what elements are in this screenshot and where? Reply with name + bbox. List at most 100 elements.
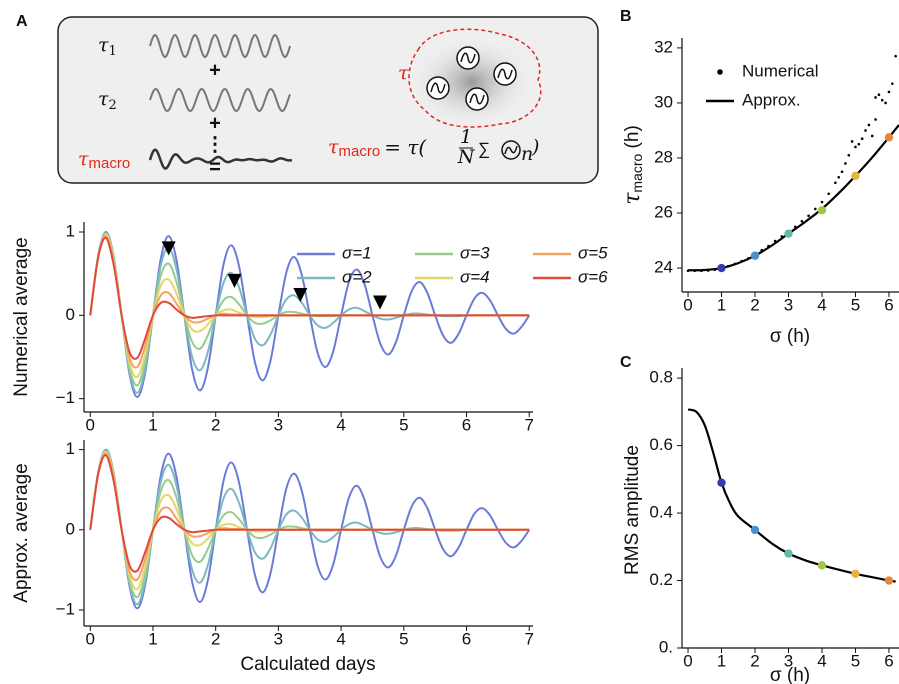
x-tick-label: 0 <box>86 629 95 648</box>
x-axis-title: σ (h) <box>770 326 810 347</box>
x-tick-label: 3 <box>784 295 793 314</box>
y-tick-label: 24 <box>654 258 673 277</box>
y-axis-title: Approx. average <box>11 463 32 602</box>
x-tick-label: 2 <box>211 629 220 648</box>
x-tick-label: 0 <box>683 651 692 670</box>
data-point <box>813 207 817 211</box>
operator: + <box>209 112 221 134</box>
formula-text: ) <box>531 136 539 158</box>
legend-label: σ=6 <box>578 267 608 286</box>
legend-label: σ=5 <box>578 243 608 262</box>
y-tick-label: 1 <box>66 439 75 458</box>
y-tick-label: 32 <box>654 37 673 56</box>
x-tick-label: 3 <box>274 415 283 434</box>
highlight-point <box>717 478 726 487</box>
data-point <box>800 219 804 223</box>
panel-label: A <box>16 13 28 30</box>
chart: 0 1 2 3 4 5 6 7 −1 0 1 Approx. average Calculated da… <box>11 439 534 675</box>
data-point <box>874 118 877 121</box>
y-tick-label: 0.4 <box>649 503 673 522</box>
x-axis-title: σ (h) <box>770 665 810 684</box>
x-tick-label: 4 <box>817 295 826 314</box>
x-tick-label: 2 <box>750 295 759 314</box>
x-tick-label: 1 <box>717 295 726 314</box>
subscript: 2 <box>109 98 117 113</box>
symbol: τ <box>78 148 89 170</box>
y-tick-label: 26 <box>654 203 673 222</box>
legend-label: Numerical <box>742 61 819 80</box>
axis-title-part: macro <box>629 154 645 193</box>
highlight-point <box>717 263 726 273</box>
x-tick-label: 6 <box>884 651 893 670</box>
data-point <box>837 175 841 179</box>
y-tick-label: −1 <box>56 599 75 618</box>
data-point <box>820 200 824 204</box>
y-tick-label: 1 <box>66 221 75 240</box>
data-point <box>854 145 857 149</box>
label-tau1: τ1 <box>98 34 117 59</box>
legend-swatch <box>717 69 723 75</box>
highlight-point <box>884 576 894 585</box>
x-tick-label: 4 <box>817 651 826 670</box>
x-tick-label: 6 <box>462 629 471 648</box>
highlight-point <box>817 206 827 215</box>
data-point <box>857 142 861 146</box>
data-point <box>870 134 874 138</box>
fraction-denominator: N <box>457 146 476 168</box>
chart: 0 1 2 3 4 5 6 0. 0.2 0.4 0.6 0.8 RMS amplitude σ (h) <box>622 368 899 684</box>
y-tick-label: 30 <box>654 92 673 111</box>
x-tick-label: 2 <box>750 651 759 670</box>
highlight-point <box>784 229 793 238</box>
y-tick-label: 0.6 <box>649 435 673 454</box>
operator: ⋮ <box>205 133 225 155</box>
subscript: macro <box>89 155 131 172</box>
x-tick-label: 0 <box>86 415 95 434</box>
oscillator-icon <box>501 140 521 160</box>
legend-label: σ=3 <box>460 243 490 262</box>
formula-text: = τ( <box>384 135 427 159</box>
data-point <box>850 140 854 143</box>
x-tick-label: 1 <box>148 415 157 434</box>
y-tick-label: 0.8 <box>649 368 673 387</box>
chart: 0 1 2 3 4 5 6 7 −1 0 1 Numerical average σ=1 σ=2 σ=3 σ=… <box>11 221 608 434</box>
axis-title-part: (h) <box>622 125 643 154</box>
x-tick-label: 4 <box>336 415 345 434</box>
operator: + <box>209 59 221 81</box>
highlight-point <box>750 251 760 260</box>
annotation-marker <box>293 288 308 302</box>
x-axis-title: Calculated days <box>240 654 375 675</box>
annotation-marker <box>227 273 242 288</box>
legend-label: σ=4 <box>460 267 490 286</box>
symbol: τ <box>328 136 339 158</box>
label-tau: τ <box>398 62 409 84</box>
y-axis-title: τmacro (h) <box>620 125 645 205</box>
data-point <box>884 101 887 105</box>
wave <box>149 33 291 59</box>
chart: 0 1 2 3 4 5 6 24 26 28 30 32 τmacro (h) σ (h) Numerica… <box>620 37 899 347</box>
y-axis-title: RMS amplitude <box>622 445 643 575</box>
highlight-point <box>884 133 894 142</box>
data-point <box>887 90 891 94</box>
data-line <box>89 236 530 360</box>
highlight-point <box>851 569 860 578</box>
oscillator-wave <box>497 68 513 80</box>
wave <box>149 87 291 113</box>
population-outline <box>408 28 542 128</box>
data-point <box>840 170 844 174</box>
y-tick-label: 0 <box>66 305 75 324</box>
y-tick-label: 0. <box>659 637 673 656</box>
x-tick-label: 6 <box>884 295 893 314</box>
y-tick-label: 28 <box>654 147 673 166</box>
wave <box>148 148 293 170</box>
x-tick-label: 1 <box>717 651 726 670</box>
x-tick-label: 5 <box>399 629 408 648</box>
data-point <box>891 82 894 85</box>
population-shade <box>410 36 534 128</box>
schematic: τ1 τ2 τmacro + + ⋮ = τ τmacro = τ( 1 N ∑ … <box>57 16 599 184</box>
highlight-point <box>784 549 793 558</box>
panel-label: C <box>620 354 632 371</box>
data-point <box>880 98 884 102</box>
x-tick-label: 1 <box>148 629 157 648</box>
x-tick-label: 5 <box>399 415 408 434</box>
